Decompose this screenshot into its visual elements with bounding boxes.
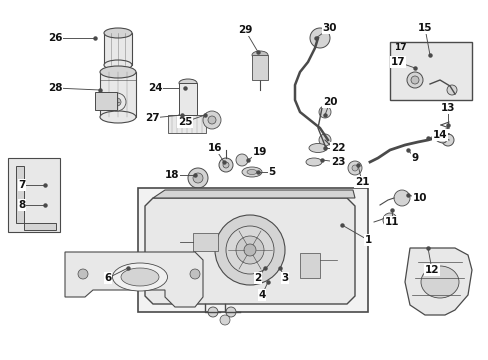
Circle shape xyxy=(446,85,456,95)
Text: 14: 14 xyxy=(432,130,447,140)
Text: 11: 11 xyxy=(384,217,398,227)
Text: 21: 21 xyxy=(354,177,368,187)
Circle shape xyxy=(382,213,396,227)
Polygon shape xyxy=(16,166,56,230)
Ellipse shape xyxy=(179,112,197,118)
Text: 15: 15 xyxy=(417,23,431,33)
Text: 30: 30 xyxy=(322,23,337,33)
Ellipse shape xyxy=(112,263,167,291)
Circle shape xyxy=(351,165,357,171)
Circle shape xyxy=(225,226,273,274)
Text: 4: 4 xyxy=(258,290,265,300)
Text: 7: 7 xyxy=(18,180,26,190)
Text: 29: 29 xyxy=(237,25,252,35)
Text: 19: 19 xyxy=(252,147,266,157)
Circle shape xyxy=(223,162,228,168)
Bar xyxy=(8,158,60,232)
Circle shape xyxy=(309,28,329,48)
Ellipse shape xyxy=(100,111,136,123)
Bar xyxy=(179,83,197,115)
Circle shape xyxy=(219,158,232,172)
Text: 1: 1 xyxy=(364,235,371,245)
Bar xyxy=(251,55,267,80)
Text: 5: 5 xyxy=(268,167,275,177)
Text: 18: 18 xyxy=(164,170,179,180)
Bar xyxy=(299,253,319,278)
Circle shape xyxy=(410,76,418,84)
Ellipse shape xyxy=(433,133,446,143)
Circle shape xyxy=(108,93,126,111)
Circle shape xyxy=(203,111,221,129)
Text: 26: 26 xyxy=(48,33,62,43)
Text: 27: 27 xyxy=(144,113,159,123)
Circle shape xyxy=(236,154,247,166)
Ellipse shape xyxy=(246,170,257,175)
Bar xyxy=(138,188,367,312)
Circle shape xyxy=(207,116,216,124)
Circle shape xyxy=(190,269,200,279)
Circle shape xyxy=(193,173,203,183)
Text: 12: 12 xyxy=(424,265,438,275)
Circle shape xyxy=(236,236,264,264)
Text: 16: 16 xyxy=(207,143,222,153)
Ellipse shape xyxy=(104,28,132,38)
Ellipse shape xyxy=(179,79,197,87)
Circle shape xyxy=(215,215,285,285)
Ellipse shape xyxy=(420,266,458,298)
Text: 23: 23 xyxy=(330,157,345,167)
Circle shape xyxy=(113,98,121,106)
Text: 13: 13 xyxy=(440,103,454,113)
Text: 3: 3 xyxy=(281,273,288,283)
Circle shape xyxy=(207,307,218,317)
Text: 6: 6 xyxy=(104,273,111,283)
Ellipse shape xyxy=(251,51,267,59)
Polygon shape xyxy=(65,252,203,307)
Ellipse shape xyxy=(100,66,136,78)
Circle shape xyxy=(441,134,453,146)
Text: 2: 2 xyxy=(254,273,261,283)
Ellipse shape xyxy=(308,144,326,153)
Ellipse shape xyxy=(104,60,132,70)
Polygon shape xyxy=(153,190,354,198)
Circle shape xyxy=(347,161,361,175)
Circle shape xyxy=(393,190,409,206)
Ellipse shape xyxy=(121,268,159,286)
Ellipse shape xyxy=(305,158,321,166)
Text: 28: 28 xyxy=(48,83,62,93)
Circle shape xyxy=(406,72,422,88)
Bar xyxy=(389,42,471,100)
Circle shape xyxy=(318,134,330,146)
Bar xyxy=(95,92,117,110)
Circle shape xyxy=(225,307,236,317)
Circle shape xyxy=(244,244,256,256)
Bar xyxy=(100,72,136,117)
Text: 10: 10 xyxy=(412,193,427,203)
Circle shape xyxy=(187,168,207,188)
Circle shape xyxy=(78,269,88,279)
Bar xyxy=(193,233,218,251)
Text: 8: 8 xyxy=(19,200,25,210)
Text: 17: 17 xyxy=(393,43,406,52)
Ellipse shape xyxy=(242,167,262,177)
Text: 24: 24 xyxy=(147,83,162,93)
Polygon shape xyxy=(145,198,354,304)
Text: 17: 17 xyxy=(390,57,405,67)
Polygon shape xyxy=(404,248,471,315)
Text: 20: 20 xyxy=(322,97,337,107)
Bar xyxy=(104,33,132,65)
Text: 25: 25 xyxy=(177,117,192,127)
Text: 9: 9 xyxy=(410,153,418,163)
Circle shape xyxy=(220,315,229,325)
Text: 22: 22 xyxy=(330,143,345,153)
Circle shape xyxy=(318,106,330,118)
Bar xyxy=(168,115,205,133)
